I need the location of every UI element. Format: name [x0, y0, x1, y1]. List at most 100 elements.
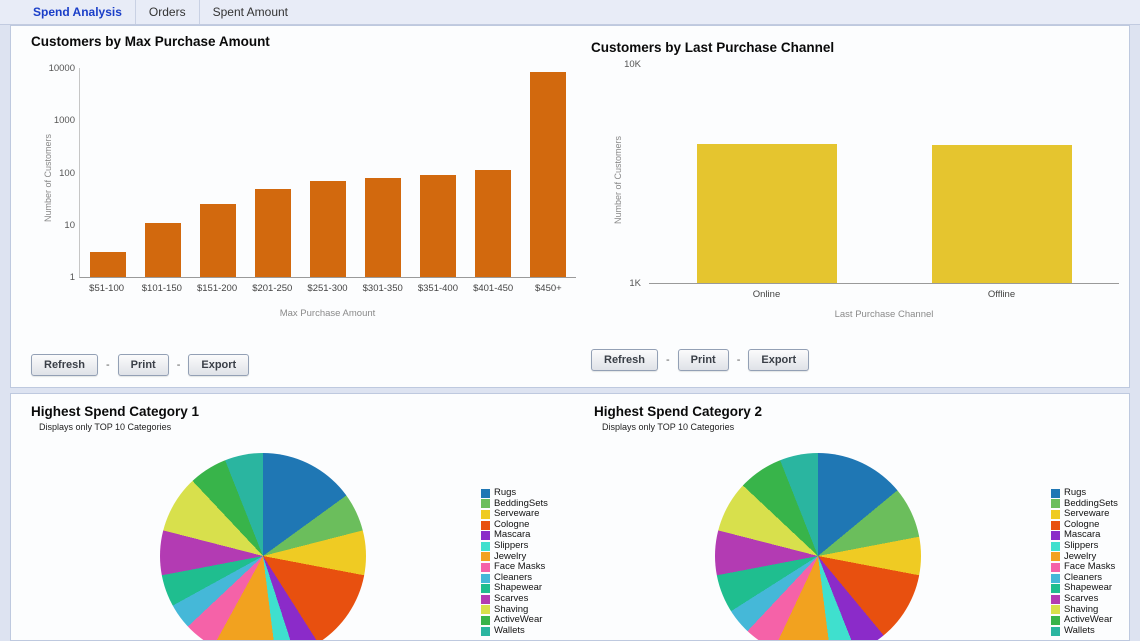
bar[interactable]: [144, 223, 181, 277]
export-button[interactable]: Export: [748, 349, 810, 371]
toolbar-separator: -: [736, 354, 741, 366]
legend-label: Shapewear: [494, 582, 543, 594]
legend-item[interactable]: Cleaners: [1051, 571, 1118, 584]
legend-item[interactable]: Rugs: [1051, 487, 1118, 499]
bar[interactable]: [696, 144, 837, 283]
toolbar-separator: -: [665, 354, 670, 366]
refresh-button[interactable]: Refresh: [591, 349, 658, 371]
print-button[interactable]: Print: [677, 349, 729, 371]
x-tick-label: $401-450: [473, 283, 514, 294]
bar-charts-panel: Customers by Max Purchase Amount Number …: [10, 25, 1130, 388]
legend-item[interactable]: BeddingSets: [1051, 497, 1118, 510]
legend-item[interactable]: BeddingSets: [481, 498, 548, 510]
tab-orders[interactable]: Orders: [134, 0, 199, 24]
legend-swatch: [1051, 488, 1060, 498]
legend-item[interactable]: Shapewear: [481, 583, 548, 594]
bar[interactable]: [254, 189, 291, 277]
legend-item[interactable]: Wallets: [481, 624, 548, 637]
y-tick-label: 10000: [48, 63, 75, 74]
legend-label: Face Masks: [494, 561, 546, 573]
x-tick-label: $450+: [535, 283, 562, 294]
legend-label: Wallets: [494, 624, 525, 636]
legend-label: Cleaners: [1064, 571, 1103, 583]
chart2-x-axis-label: Last Purchase Channel: [834, 309, 934, 320]
legend-swatch: [481, 488, 490, 498]
legend-label: Shaving: [494, 603, 529, 615]
export-button[interactable]: Export: [188, 354, 250, 376]
tab-spent-amount[interactable]: Spent Amount: [198, 0, 301, 24]
bar[interactable]: [420, 175, 457, 277]
chart2-x-axis-ticks: Online Offline: [649, 289, 1119, 300]
x-tick-label: $201-250: [252, 283, 293, 294]
legend-item[interactable]: Cologne: [1051, 519, 1118, 531]
tab-spend-analysis[interactable]: Spend Analysis: [33, 5, 122, 19]
legend-label: Mascara: [494, 529, 531, 541]
legend-item[interactable]: Cleaners: [481, 572, 548, 584]
legend-item[interactable]: ActiveWear: [481, 615, 548, 626]
y-tick-label: 1000: [53, 115, 75, 127]
bar[interactable]: [365, 178, 402, 277]
legend-item[interactable]: Serveware: [481, 509, 548, 520]
legend-label: ActiveWear: [494, 614, 543, 626]
legend-label: Cologne: [494, 518, 530, 530]
chart2-title: Customers by Last Purchase Channel: [591, 40, 835, 55]
pie1-chart[interactable]: [160, 453, 366, 640]
legend-swatch: [1051, 626, 1060, 636]
legend-label: ActiveWear: [1064, 614, 1113, 626]
legend-item[interactable]: ActiveWear: [1051, 615, 1118, 626]
bar[interactable]: [475, 170, 512, 277]
legend-item[interactable]: Shapewear: [1051, 583, 1118, 594]
legend-label: BeddingSets: [1064, 497, 1118, 509]
legend-item[interactable]: Scarves: [481, 592, 548, 605]
legend-item[interactable]: Shaving: [481, 603, 548, 616]
y-tick-label: 1K: [629, 278, 641, 289]
legend-item[interactable]: Slippers: [1051, 540, 1118, 552]
legend-item[interactable]: Face Masks: [481, 562, 548, 573]
chart1-plot-area: [79, 68, 576, 278]
chart1-y-axis-ticks: 10000 1000 100 10 1: [35, 63, 75, 283]
legend-item[interactable]: Wallets: [1051, 624, 1118, 637]
legend-label: Scarves: [494, 592, 529, 604]
bar[interactable]: [199, 204, 236, 277]
legend-item[interactable]: Serveware: [1051, 509, 1118, 520]
legend-label: Jewelry: [1064, 550, 1097, 562]
legend-swatch: [481, 584, 490, 594]
legend-swatch: [1051, 594, 1060, 604]
bar[interactable]: [931, 145, 1072, 283]
legend-swatch: [1051, 584, 1060, 594]
legend-swatch: [481, 573, 490, 583]
legend-label: Slippers: [494, 539, 529, 551]
pie2-chart[interactable]: [715, 453, 921, 640]
legend-item[interactable]: Jewelry: [1051, 550, 1118, 563]
legend-item[interactable]: Rugs: [481, 487, 548, 499]
legend-swatch: [481, 626, 490, 636]
bar[interactable]: [89, 252, 126, 277]
legend-swatch: [1051, 499, 1060, 509]
legend-item[interactable]: Face Masks: [1051, 562, 1118, 573]
legend-item[interactable]: Shaving: [1051, 604, 1118, 616]
y-tick-label: 100: [59, 167, 75, 179]
legend-item[interactable]: Mascara: [1051, 530, 1118, 541]
legend-swatch: [1051, 531, 1060, 541]
legend-label: Wallets: [1064, 624, 1095, 636]
pie1-legend: Rugs BeddingSets Serveware Cologne Mascara Sl…: [481, 487, 548, 637]
x-tick-label: Online: [752, 289, 781, 300]
bar[interactable]: [309, 181, 346, 277]
bar[interactable]: [530, 72, 567, 277]
legend-label: Rugs: [1064, 487, 1087, 498]
legend-label: Mascara: [1064, 529, 1101, 541]
print-button[interactable]: Print: [117, 354, 169, 376]
legend-label: Jewelry: [494, 550, 527, 562]
legend-item[interactable]: Scarves: [1051, 593, 1118, 605]
refresh-button[interactable]: Refresh: [31, 354, 98, 376]
legend-item[interactable]: Cologne: [481, 518, 548, 531]
chart1-x-axis-label: Max Purchase Amount: [279, 308, 376, 319]
legend-swatch: [481, 541, 490, 551]
legend-swatch: [1051, 615, 1060, 625]
legend-item[interactable]: Jewelry: [481, 550, 548, 563]
legend-item[interactable]: Slippers: [481, 539, 548, 552]
chart1-title: Customers by Max Purchase Amount: [31, 34, 270, 49]
legend-item[interactable]: Mascara: [481, 530, 548, 541]
chart2-y-axis-ticks: 10K 1K: [607, 59, 641, 289]
